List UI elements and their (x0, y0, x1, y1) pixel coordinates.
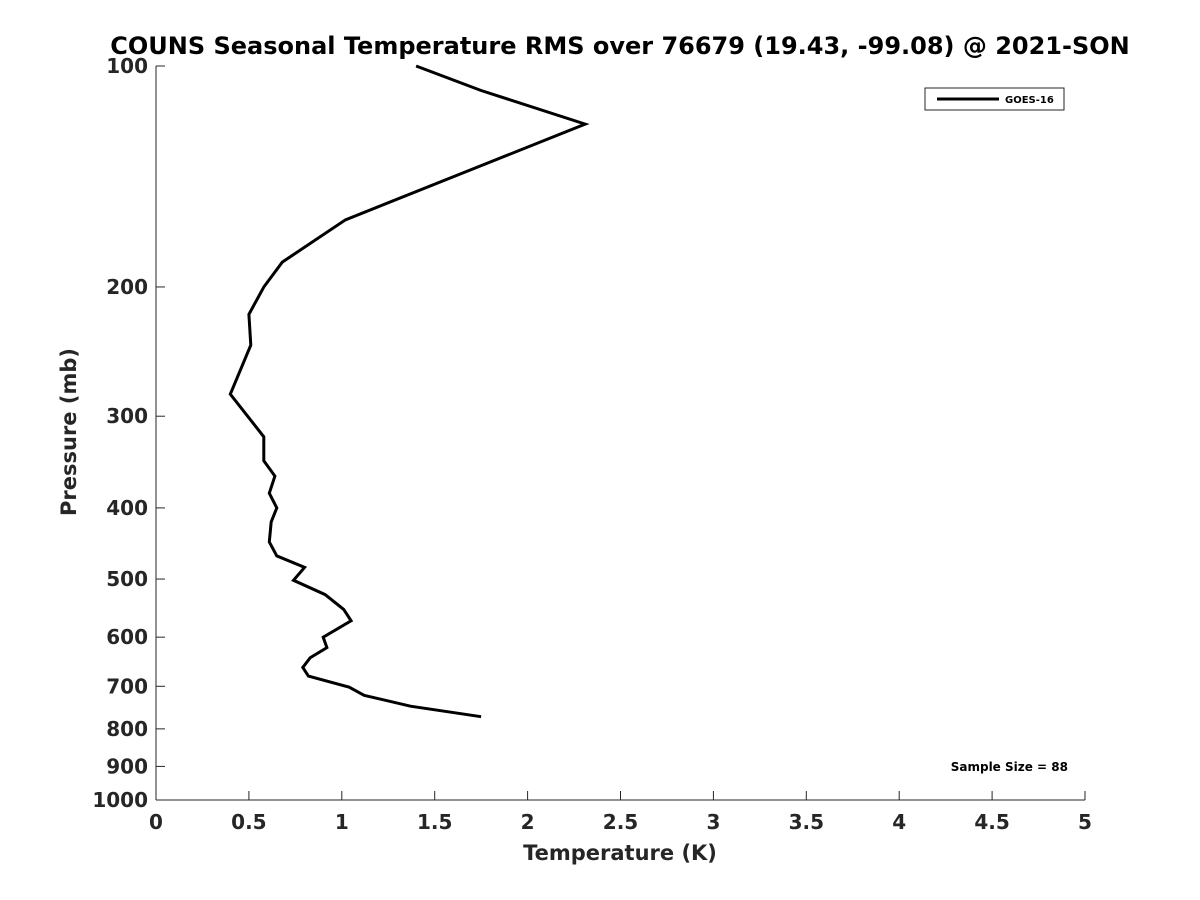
series-layer (228, 64, 590, 719)
y-tick-label: 400 (106, 496, 148, 520)
y-tick-label: 800 (106, 717, 148, 741)
x-tick-label: 0.5 (231, 810, 266, 834)
sample-size-note: Sample Size = 88 (951, 760, 1068, 774)
x-tick-label: 0 (149, 810, 163, 834)
series-line-goes-16 (228, 64, 590, 719)
y-axis-ticks: 100 200 300 400 500 600 700 800 900 1000 (92, 54, 165, 812)
y-axis-label: Pressure (mb) (57, 348, 81, 516)
x-tick-label: 2.5 (603, 810, 638, 834)
x-tick-label: 3.5 (789, 810, 824, 834)
y-tick-label: 200 (106, 275, 148, 299)
y-tick-label: 700 (106, 674, 148, 698)
y-tick-label: 300 (106, 404, 148, 428)
y-tick-label: 900 (106, 754, 148, 778)
x-tick-label: 4 (892, 810, 906, 834)
axes-box (156, 66, 1085, 800)
x-tick-label: 1 (335, 810, 349, 834)
x-tick-label: 2 (521, 810, 535, 834)
x-tick-label: 4.5 (974, 810, 1009, 834)
y-tick-label: 100 (106, 54, 148, 78)
plot-area: 0 0.5 1 1.5 2 2.5 3 3.5 4 4.5 5 100 200 300 400 500 600… (92, 54, 1092, 834)
y-tick-label: 600 (106, 625, 148, 649)
x-tick-label: 1.5 (417, 810, 452, 834)
x-axis-ticks: 0 0.5 1 1.5 2 2.5 3 3.5 4 4.5 5 (149, 791, 1092, 834)
x-tick-label: 3 (706, 810, 720, 834)
y-tick-label: 1000 (92, 788, 148, 812)
y-tick-label: 500 (106, 567, 148, 591)
legend: GOES-16 (924, 87, 1065, 111)
x-tick-label: 5 (1078, 810, 1092, 834)
x-axis-label: Temperature (K) (523, 841, 717, 865)
chart-title: COUNS Seasonal Temperature RMS over 7667… (110, 32, 1130, 60)
legend-label-goes-16: GOES-16 (1005, 95, 1054, 106)
